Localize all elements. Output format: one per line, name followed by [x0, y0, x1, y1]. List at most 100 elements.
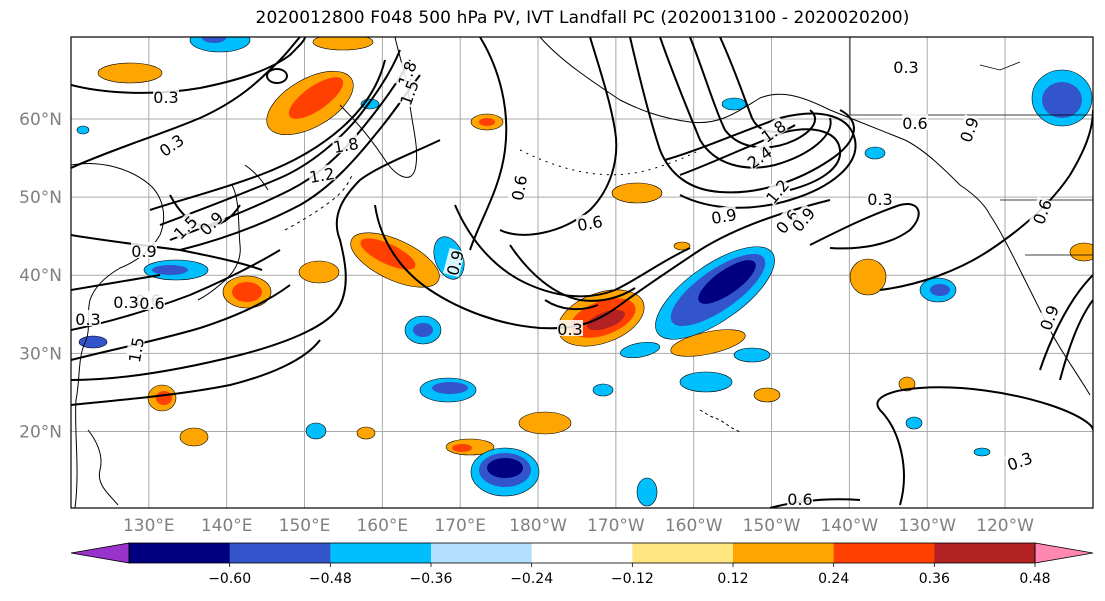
svg-text:0.6: 0.6	[787, 490, 812, 509]
positive-anomaly-blob	[312, 37, 374, 51]
negative-anomaly-blob	[592, 383, 614, 397]
svg-text:1.2: 1.2	[308, 164, 336, 187]
colorbar-segment	[431, 543, 533, 563]
svg-text:0.6: 0.6	[508, 174, 531, 202]
negative-anomaly-blob	[470, 447, 540, 497]
positive-anomaly-blob	[470, 113, 504, 131]
contour-label: 0.6	[575, 211, 604, 235]
colorbar-segment	[229, 543, 331, 563]
contour-label: 0.6	[902, 114, 928, 133]
positive-anomaly-blob	[97, 62, 163, 84]
map-frame	[70, 36, 1094, 509]
contour-label: 0.3	[75, 310, 101, 329]
colorbar-segment	[129, 543, 231, 563]
colorbar-tick-label: 0.36	[919, 571, 950, 587]
longitude-label: 130°W	[898, 516, 956, 536]
positive-anomaly-blob	[849, 258, 887, 296]
negative-anomaly-blob	[189, 37, 251, 53]
colorbar-outline	[128, 542, 1036, 564]
positive-anomaly-blob	[179, 427, 209, 447]
contour-label: 0.3	[557, 320, 583, 339]
colorbar-tick-label: −0.12	[611, 571, 654, 587]
negative-anomaly-blob	[655, 246, 775, 340]
negative-anomaly-blob	[266, 68, 288, 84]
positive-anomaly-blob	[266, 70, 354, 136]
negative-anomaly-blob	[919, 277, 957, 303]
positive-anomaly-blob	[147, 384, 177, 412]
colorbar-tick-label: 0.12	[717, 571, 748, 587]
negative-anomaly-blob	[864, 146, 886, 160]
positive-anomaly-blob	[898, 376, 916, 392]
longitude-label: 140°W	[820, 516, 878, 536]
negative-anomaly-blob	[305, 422, 327, 440]
positive-anomaly-blob	[298, 260, 340, 284]
positive-anomaly-blob	[673, 241, 691, 251]
contour-label: 1.8	[331, 133, 360, 157]
contour-label: 0.3	[113, 293, 139, 312]
colorbar-segment	[330, 543, 432, 563]
contour-label: 0.3	[867, 190, 893, 209]
positive-anomaly-blob	[611, 182, 663, 204]
svg-text:0.3: 0.3	[893, 58, 918, 77]
svg-text:0.3: 0.3	[75, 310, 100, 329]
svg-text:0.6: 0.6	[139, 294, 164, 313]
contour-label: 1.5	[124, 335, 148, 364]
svg-text:0.9: 0.9	[710, 205, 738, 228]
svg-text:0.6: 0.6	[576, 212, 604, 235]
colorbar-segment	[733, 543, 835, 563]
longitude-label: 120°W	[976, 516, 1034, 536]
latitude-label: 30°N	[19, 344, 62, 364]
longitude-label: 170°W	[587, 516, 645, 536]
svg-text:0.3: 0.3	[557, 320, 582, 339]
negative-anomaly-blob	[636, 477, 658, 507]
colorbar-tick-label: −0.36	[410, 571, 453, 587]
negative-anomaly-blob	[679, 371, 733, 393]
colorbar-tick-label: −0.24	[510, 571, 553, 587]
longitude-label: 150°E	[279, 516, 331, 536]
longitude-label: 150°W	[743, 516, 801, 536]
colorbar-segment	[632, 543, 734, 563]
longitude-label: 130°E	[123, 516, 175, 536]
colorbar-tick-label: 0.48	[1019, 571, 1050, 587]
longitude-label: 140°E	[201, 516, 253, 536]
negative-anomaly-blob	[419, 377, 477, 403]
negative-anomaly-blob	[973, 447, 991, 457]
svg-text:0.3: 0.3	[867, 190, 892, 209]
colorbar-tick-label: −0.60	[208, 571, 251, 587]
negative-anomaly-blob	[404, 315, 442, 345]
positive-anomaly-blob	[753, 387, 781, 403]
contour-label: 0.9	[956, 114, 983, 145]
longitude-label: 160°E	[356, 516, 408, 536]
latitude-label: 60°N	[19, 110, 62, 130]
latitude-labels: 60°N 50°N 40°N 30°N 20°N	[19, 110, 62, 442]
map-title: 2020012800 F048 500 hPa PV, IVT Landfall…	[255, 8, 910, 28]
longitude-label: 180°W	[509, 516, 567, 536]
svg-text:0.3: 0.3	[153, 88, 178, 107]
colorbar-segment	[833, 543, 935, 563]
colorbar-extend-min	[70, 542, 130, 564]
svg-text:1.8: 1.8	[332, 134, 360, 157]
contour-label: 0.3	[153, 88, 179, 107]
positive-anomaly-blob	[1069, 242, 1093, 262]
negative-anomaly-blob	[1031, 69, 1093, 127]
negative-anomaly-blob	[619, 341, 661, 359]
longitude-labels: 130°E 140°E 150°E 160°E 170°E 180°W 170°W 160°W…	[123, 516, 1034, 536]
latitude-label: 20°N	[19, 422, 62, 442]
negative-anomaly-blob	[76, 125, 90, 135]
positive-anomaly-blob	[356, 426, 376, 440]
svg-text:1.5: 1.5	[125, 336, 148, 364]
positive-anomaly-blob	[445, 438, 495, 456]
positive-anomaly-blob	[222, 275, 272, 309]
svg-text:0.9: 0.9	[131, 242, 156, 261]
colorbar-tick-label: −0.48	[309, 571, 352, 587]
longitude-label: 170°E	[434, 516, 486, 536]
longitude-label: 160°W	[665, 516, 723, 536]
positive-anomaly-blob	[518, 411, 572, 435]
colorbar: −0.60 −0.48 −0.36 −0.24 −0.12 0.12 0.24 0.36 0.4…	[70, 542, 1094, 587]
contour-label: 0.3	[893, 58, 919, 77]
latitude-label: 50°N	[19, 188, 62, 208]
colorbar-segment	[531, 543, 633, 563]
svg-text:0.6: 0.6	[902, 114, 927, 133]
positive-anomaly-blob	[350, 232, 440, 288]
